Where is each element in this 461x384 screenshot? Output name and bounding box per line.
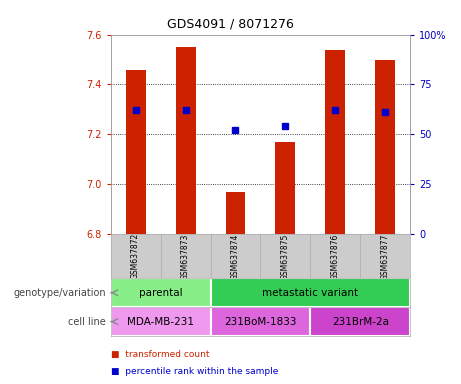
- Text: metastatic variant: metastatic variant: [262, 288, 359, 298]
- Text: 231BoM-1833: 231BoM-1833: [224, 316, 297, 327]
- Text: ■  percentile rank within the sample: ■ percentile rank within the sample: [111, 367, 278, 376]
- Text: MDA-MB-231: MDA-MB-231: [127, 316, 194, 327]
- Text: GSM637876: GSM637876: [331, 233, 340, 280]
- Text: 231BrM-2a: 231BrM-2a: [332, 316, 389, 327]
- Bar: [375, 60, 396, 234]
- Text: GSM637874: GSM637874: [231, 233, 240, 280]
- Bar: [310, 307, 410, 336]
- Bar: [211, 278, 410, 307]
- Text: genotype/variation: genotype/variation: [13, 288, 106, 298]
- Bar: [211, 307, 310, 336]
- Bar: [275, 142, 296, 234]
- Bar: [176, 47, 195, 234]
- Text: ■  transformed count: ■ transformed count: [111, 350, 209, 359]
- Bar: [111, 307, 211, 336]
- Bar: [125, 70, 146, 234]
- Text: parental: parental: [139, 288, 183, 298]
- Text: GSM637877: GSM637877: [381, 233, 390, 280]
- Bar: [111, 278, 211, 307]
- Bar: [225, 192, 246, 234]
- Text: GDS4091 / 8071276: GDS4091 / 8071276: [167, 17, 294, 30]
- Text: GSM637875: GSM637875: [281, 233, 290, 280]
- Text: GSM637872: GSM637872: [131, 233, 140, 280]
- Bar: [325, 50, 345, 234]
- Text: GSM637873: GSM637873: [181, 233, 190, 280]
- Text: cell line: cell line: [68, 316, 106, 327]
